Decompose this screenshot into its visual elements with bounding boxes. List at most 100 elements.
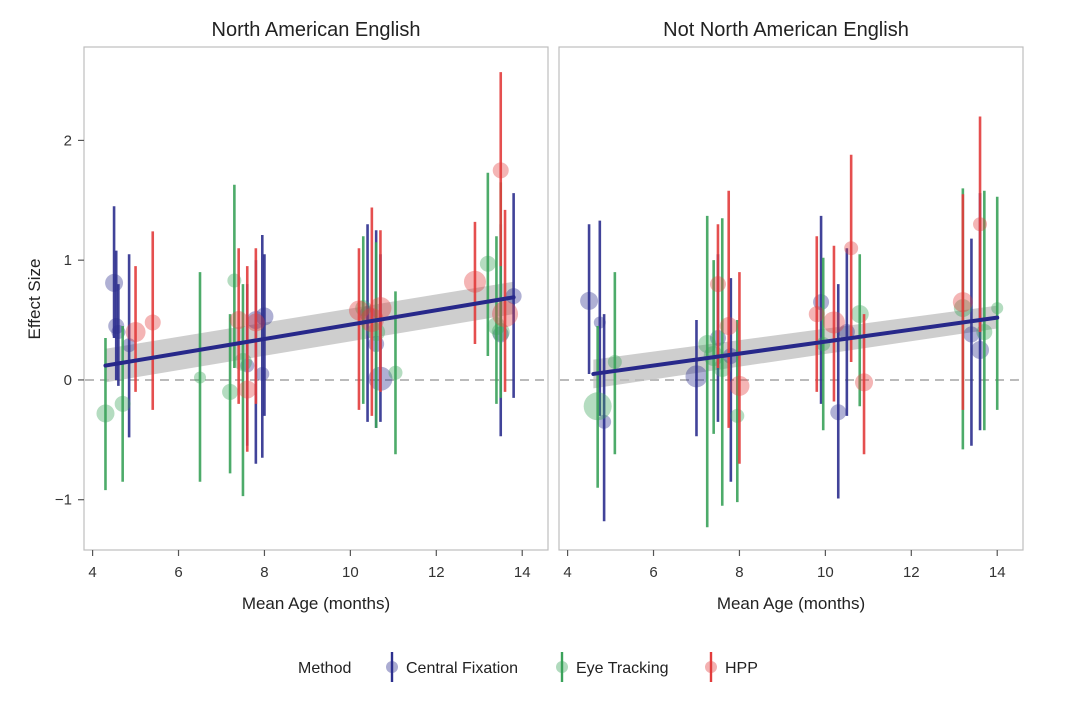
- data-point-hpp: [348, 248, 369, 410]
- x-axis-title-right: Mean Age (months): [717, 594, 865, 613]
- data-point-eye-tracking: [194, 272, 206, 482]
- data-point-hpp: [709, 224, 726, 368]
- x-tick-label: 8: [260, 564, 268, 581]
- panel-title-left: North American English: [212, 19, 421, 41]
- effect-size-marker: [492, 162, 509, 179]
- effect-size-marker: [255, 366, 270, 381]
- data-point-hpp: [492, 72, 509, 267]
- data-point-hpp: [822, 245, 845, 402]
- x-tick-label: 4: [563, 564, 571, 581]
- panel-title-right: Not North American English: [663, 19, 909, 41]
- data-point-hpp: [463, 221, 486, 345]
- effect-size-marker: [729, 375, 750, 396]
- legend-label: Eye Tracking: [576, 660, 668, 677]
- effect-size-marker: [108, 318, 125, 335]
- effect-size-marker: [830, 404, 847, 421]
- y-tick-label: 2: [64, 132, 72, 149]
- effect-size-marker: [233, 352, 252, 371]
- effect-size-marker: [369, 297, 392, 320]
- effect-size-marker: [844, 241, 859, 256]
- x-tick-label: 14: [514, 564, 531, 581]
- data-point-hpp: [246, 248, 265, 404]
- effect-size-marker: [709, 276, 726, 293]
- data-point-hpp: [238, 266, 257, 452]
- effect-size-marker: [730, 408, 745, 423]
- effect-size-marker: [973, 217, 988, 232]
- legend: Method Central Fixation Eye Tracking HPP: [298, 652, 758, 682]
- data-point-central-fixation: [108, 250, 125, 380]
- effect-size-marker: [685, 365, 708, 388]
- effect-size-marker: [991, 302, 1004, 315]
- effect-size-marker: [246, 313, 265, 332]
- data-point-eye-tracking: [222, 314, 239, 474]
- x-tick-label: 4: [88, 564, 96, 581]
- legend-label: HPP: [725, 660, 758, 677]
- effect-size-marker: [597, 414, 612, 429]
- data-point-central-fixation: [255, 235, 270, 458]
- effect-size-marker: [580, 291, 599, 310]
- legend-key-marker: [705, 661, 717, 673]
- data-point-hpp: [125, 266, 146, 392]
- effect-size-marker: [125, 322, 146, 343]
- legend-title: Method: [298, 660, 351, 677]
- data-point-hpp: [844, 154, 859, 362]
- data-point-central-fixation: [255, 254, 274, 416]
- effect-size-marker: [976, 324, 993, 341]
- y-tick-label: 0: [64, 372, 72, 389]
- x-tick-label: 12: [428, 564, 445, 581]
- effect-size-marker: [388, 365, 403, 380]
- effect-size-marker: [855, 373, 874, 392]
- effect-size-marker: [808, 306, 825, 323]
- data-point-hpp: [144, 231, 161, 410]
- effect-size-marker: [583, 392, 612, 421]
- plot-frame-left: [83, 46, 549, 551]
- y-tick-label: 1: [64, 252, 72, 269]
- effect-size-marker: [238, 380, 257, 399]
- effect-size-marker: [822, 311, 845, 334]
- data-point-eye-tracking: [991, 196, 1004, 410]
- x-tick-label: 12: [903, 564, 920, 581]
- x-tick-label: 6: [174, 564, 182, 581]
- legend-key-marker: [556, 661, 568, 673]
- regression-line-right: [591, 315, 1000, 376]
- effect-size-marker: [463, 270, 486, 293]
- data-point-central-fixation: [580, 224, 599, 374]
- data-point-eye-tracking: [730, 320, 745, 503]
- data-point-eye-tracking: [96, 338, 115, 491]
- effect-size-marker: [114, 395, 131, 412]
- effect-size-marker: [963, 326, 980, 343]
- data-point-hpp: [492, 209, 519, 392]
- data-point-hpp: [729, 272, 750, 464]
- x-tick-label: 10: [817, 564, 834, 581]
- effect-size-marker: [144, 314, 161, 331]
- effect-size-marker: [96, 404, 115, 423]
- effect-size-marker: [607, 354, 622, 369]
- data-point-hpp: [973, 116, 988, 333]
- legend-entry-eye-tracking: Eye Tracking: [556, 652, 668, 682]
- effect-size-marker: [229, 311, 248, 330]
- x-tick-label: 10: [342, 564, 359, 581]
- data-point-central-fixation: [685, 320, 708, 437]
- data-point-eye-tracking: [607, 272, 622, 455]
- data-point-eye-tracking: [114, 326, 131, 482]
- effect-size-marker: [255, 307, 274, 326]
- data-point-eye-tracking: [583, 326, 612, 488]
- data-point-hpp: [808, 236, 825, 392]
- effect-size-marker: [348, 300, 369, 321]
- legend-entry-central-fixation: Central Fixation: [386, 652, 518, 682]
- data-point-central-fixation: [830, 284, 847, 499]
- effect-size-marker: [105, 273, 124, 292]
- data-point-central-fixation: [122, 254, 137, 438]
- effect-size-marker: [222, 383, 239, 400]
- data-point-hpp: [369, 230, 392, 392]
- effect-size-marker: [122, 338, 137, 353]
- effect-size-marker: [952, 292, 973, 313]
- data-point-central-fixation: [597, 314, 612, 522]
- legend-entry-hpp: HPP: [705, 652, 758, 682]
- plot-frame-right: [558, 46, 1024, 551]
- legend-label: Central Fixation: [406, 660, 518, 677]
- effect-size-marker: [492, 301, 519, 328]
- effect-size-marker: [719, 317, 738, 336]
- effect-size-marker: [698, 335, 717, 354]
